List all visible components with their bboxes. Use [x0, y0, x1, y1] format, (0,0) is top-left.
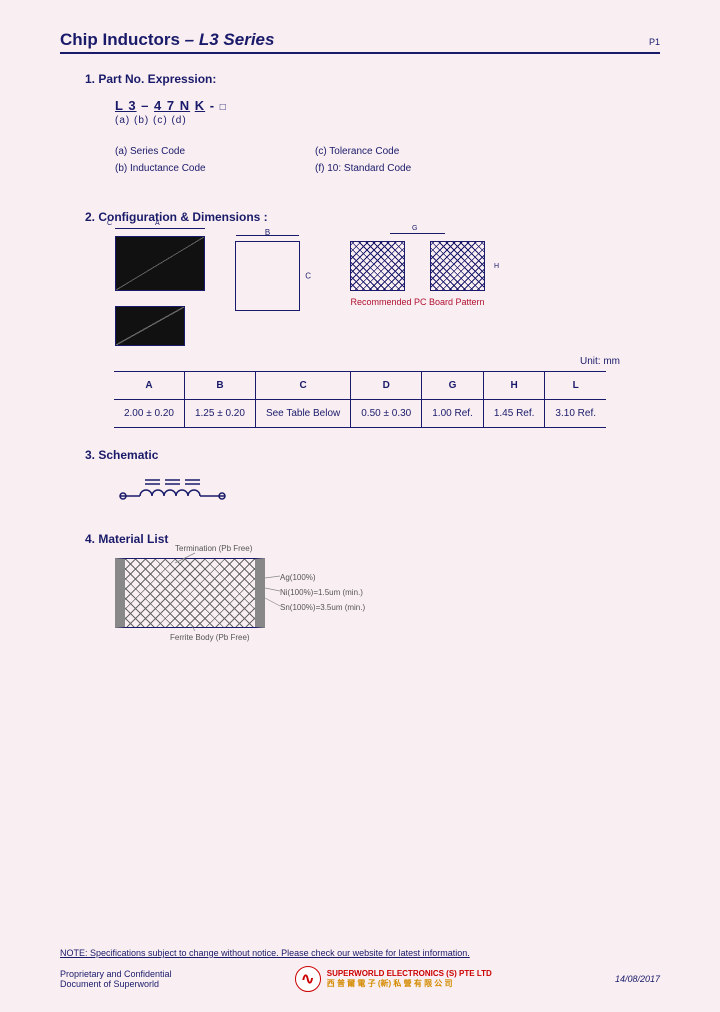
company-en: SUPERWORLD ELECTRONICS (S) PTE LTD [327, 969, 492, 979]
section4-title: 4. Material List [85, 532, 660, 546]
footer-proprietary: Proprietary and Confidential Document of… [60, 969, 172, 989]
inductor-symbol [115, 474, 245, 509]
th-L: L [545, 372, 606, 400]
expr-legend: (a) Series Code (b) Inductance Code (c) … [115, 146, 660, 180]
pcb-caption: Recommended PC Board Pattern [350, 297, 485, 307]
legend-col-left: (a) Series Code (b) Inductance Code [115, 146, 315, 180]
section3-title: 3. Schematic [85, 448, 660, 462]
pcb-pattern: G H Recommended PC Board Pattern [350, 241, 485, 307]
td-H: 1.45 Ref. [483, 400, 545, 428]
td-C: See Table Below [255, 400, 350, 428]
expr-b: 4 7 N [154, 98, 190, 113]
dim-G: G [412, 225, 417, 232]
dim-C2: C [305, 272, 311, 281]
header-title: Chip Inductors – L3 Series [60, 30, 274, 50]
dim-C: C [107, 220, 112, 227]
pcb-pads [350, 241, 485, 291]
td-B: 1.25 ± 0.20 [184, 400, 255, 428]
page-footer: NOTE: Specifications subject to change w… [60, 948, 660, 992]
company-logo: ∿ SUPERWORLD ELECTRONICS (S) PTE LTD 西 普… [295, 966, 492, 992]
chip-black-small [115, 306, 185, 346]
th-A: A [114, 372, 184, 400]
title-main: Chip Inductors [60, 30, 180, 49]
chip-views: A C [115, 236, 205, 346]
pad-left [350, 241, 405, 291]
company-cn: 西 普 爾 電 子 (新) 私 營 有 限 公 司 [327, 979, 492, 989]
td-L: 3.10 Ref. [545, 400, 606, 428]
expr-sublabels: (a) (b) (c) (d) [115, 115, 660, 126]
unit-label: Unit: mm [60, 356, 620, 367]
chip-top-view: A C [115, 236, 205, 291]
chip-side-view: B C [235, 241, 300, 311]
schematic-diagram [115, 474, 660, 512]
title-sub: – L3 Series [180, 30, 275, 49]
chip-black-large [115, 236, 205, 291]
page-header: Chip Inductors – L3 Series P1 [60, 30, 660, 54]
expr-a: L 3 [115, 98, 137, 113]
dim-arrow-a [115, 228, 205, 229]
expr-d: □ [220, 102, 227, 113]
section2-title: 2. Configuration & Dimensions : [85, 210, 660, 224]
td-G: 1.00 Ref. [422, 400, 484, 428]
th-D: D [351, 372, 422, 400]
legend-a: (a) Series Code [115, 146, 315, 157]
section1-title: 1. Part No. Expression: [85, 72, 660, 86]
th-C: C [255, 372, 350, 400]
th-B: B [184, 372, 255, 400]
part-expression: L 3 – 4 7 N K - □ (a) (b) (c) (d) (a) Se… [115, 98, 660, 180]
logo-text: SUPERWORLD ELECTRONICS (S) PTE LTD 西 普 爾… [327, 969, 492, 988]
logo-icon: ∿ [295, 966, 321, 992]
legend-col-right: (c) Tolerance Code (f) 10: Standard Code [315, 146, 515, 180]
mat-r1: Ag(100%) [280, 573, 316, 582]
mat-leader-lines [115, 548, 285, 633]
part-expr-line: L 3 – 4 7 N K - □ [115, 98, 660, 113]
pad-right [430, 241, 485, 291]
prop-line1: Proprietary and Confidential [60, 969, 172, 979]
legend-b: (b) Inductance Code [115, 163, 315, 174]
table-header-row: A B C D G H L [114, 372, 606, 400]
expr-c: K [195, 98, 205, 113]
page-number: P1 [649, 37, 660, 47]
dim-A: A [155, 220, 160, 227]
dim-B: B [265, 228, 270, 237]
mat-r3: Sn(100%)=3.5um (min.) [280, 603, 365, 612]
td-A: 2.00 ± 0.20 [114, 400, 184, 428]
material-diagram: Termination (Pb Free) Ag(100%) Ni(100%)=… [115, 558, 395, 628]
mat-bottom: Ferrite Body (Pb Free) [170, 633, 250, 642]
th-G: G [422, 372, 484, 400]
legend-f: (f) 10: Standard Code [315, 163, 515, 174]
footer-row: Proprietary and Confidential Document of… [60, 966, 660, 992]
config-diagrams: A C B C G H Recommended PC Board Pattern [115, 236, 660, 346]
th-H: H [483, 372, 545, 400]
mat-r2: Ni(100%)=1.5um (min.) [280, 588, 363, 597]
prop-line2: Document of Superworld [60, 979, 172, 989]
td-D: 0.50 ± 0.30 [351, 400, 422, 428]
footer-date: 14/08/2017 [615, 974, 660, 984]
dimensions-table: A B C D G H L 2.00 ± 0.20 1.25 ± 0.20 Se… [114, 371, 606, 428]
dim-box: B C [235, 241, 300, 311]
dim-H: H [494, 263, 499, 270]
dim-arrow-g [390, 233, 445, 234]
legend-c: (c) Tolerance Code [315, 146, 515, 157]
table-row: 2.00 ± 0.20 1.25 ± 0.20 See Table Below … [114, 400, 606, 428]
footer-note: NOTE: Specifications subject to change w… [60, 948, 660, 958]
